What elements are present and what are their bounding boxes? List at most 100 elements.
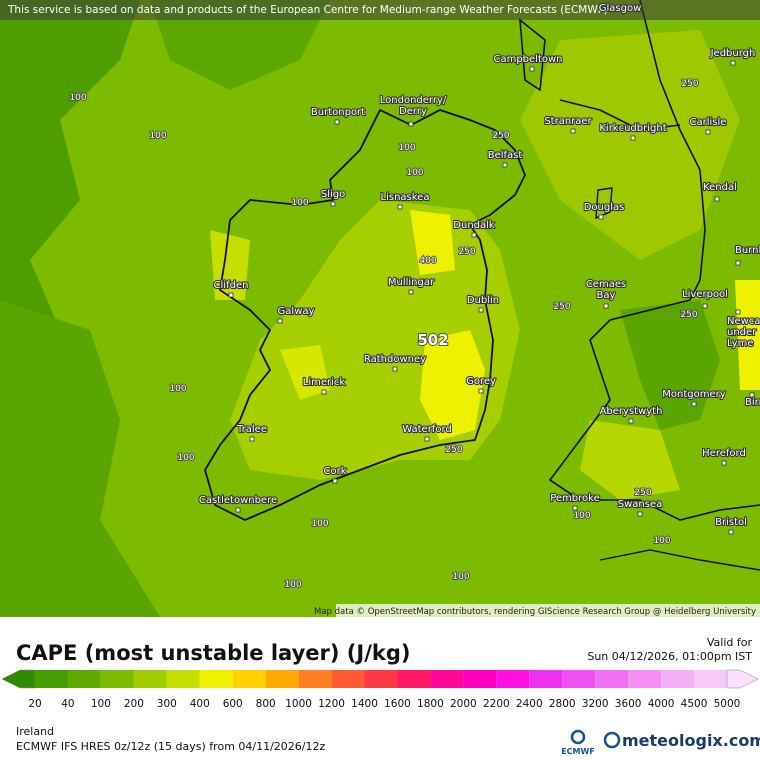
coastline: [204, 108, 526, 521]
city-dot: [424, 436, 430, 442]
region: Ireland: [16, 725, 54, 738]
city-label: Newcastle: [727, 316, 760, 327]
valid-time: Sun 04/12/2026, 01:00pm IST: [587, 650, 752, 663]
coastline: [595, 187, 613, 220]
city-dot: [702, 303, 708, 309]
meteologix-icon: [603, 731, 621, 749]
contour-label: 502: [417, 331, 448, 349]
contour-label: 100: [291, 198, 308, 208]
city-dot: [321, 389, 327, 395]
meteologix-logo[interactable]: meteologix.com: [622, 731, 760, 750]
disclaimer-bar: [0, 0, 760, 20]
colorbar-cell: [397, 670, 431, 688]
colorbar-label: 800: [256, 698, 276, 710]
city-label: Lyme: [727, 338, 753, 349]
colorbar-cell: [628, 670, 662, 688]
city-dot: [628, 418, 634, 424]
colorbar-label: 2400: [516, 698, 543, 710]
contour-label: 100: [69, 93, 86, 103]
contour-label: 100: [653, 536, 670, 546]
colorbar-cell: [496, 670, 530, 688]
colorbar-cell: [265, 670, 299, 688]
city-dot: [572, 505, 578, 511]
valid-label: Valid for: [707, 636, 753, 649]
city-label: Derry: [399, 106, 427, 117]
city-dot: [332, 478, 338, 484]
field-low: [620, 300, 720, 430]
city-label: Rathdowney: [364, 354, 426, 365]
colorbar-cell: [726, 669, 759, 689]
colorbar-label: 40: [61, 698, 74, 710]
field-mid: [520, 30, 740, 260]
city-label: Mullingar: [388, 277, 435, 288]
field-mid: [210, 230, 250, 300]
city-label: Limerick: [303, 377, 346, 388]
colorbar-label: 5000: [714, 698, 741, 710]
city-dot: [705, 129, 711, 135]
contour-label: 250: [445, 445, 462, 455]
city-label: Carlisle: [690, 117, 727, 128]
colorbar-label: 100: [91, 698, 111, 710]
city-dot: [721, 460, 727, 466]
field-low: [0, 300, 160, 617]
colorbar-label: 1200: [318, 698, 345, 710]
city-label: Birmingham: [745, 397, 760, 408]
city-dot: [330, 201, 336, 207]
colorbar-cell: [331, 670, 365, 688]
field-mid: [580, 420, 680, 500]
city-dot: [235, 507, 241, 513]
field-high: [410, 210, 455, 275]
contour-label: 100: [177, 453, 194, 463]
disclaimer: This service is based on data and produc…: [7, 4, 608, 16]
city-dot: [728, 529, 734, 535]
city-dot: [392, 366, 398, 372]
colorbar-label: 2800: [549, 698, 576, 710]
contour-label: 100: [284, 580, 301, 590]
city-label: under: [727, 327, 757, 338]
city-dot: [730, 60, 736, 66]
city-dot: [408, 121, 414, 127]
colorbar-cell: [529, 670, 563, 688]
city-label: Kendal: [703, 182, 737, 193]
city-label: Campbeltown: [493, 54, 562, 65]
colorbar-cell: [232, 670, 266, 688]
coastline: [519, 18, 681, 131]
colorbar: 20 40 100 200 300 400 600 800 1000 1200 1400 1600 18…: [1, 669, 759, 710]
city-label: Castletownbere: [199, 495, 277, 506]
city-dot: [408, 289, 414, 295]
city-label: Aberystwyth: [600, 406, 663, 417]
contour-label: 250: [458, 247, 475, 257]
map: This service is based on data and produc…: [0, 0, 760, 617]
colorbar-label: 3200: [582, 698, 609, 710]
colorbar-label: 2000: [450, 698, 477, 710]
city-label: Burtonport: [311, 107, 365, 118]
contour-label: 100: [452, 572, 469, 582]
city-dot: [735, 309, 741, 315]
city-label: Waterford: [402, 424, 451, 435]
city-label: Bristol: [715, 517, 747, 528]
city-dot: [598, 214, 604, 220]
city-label: Douglas: [584, 202, 625, 213]
colorbar-label: 2200: [483, 698, 510, 710]
colorbar-label: 1600: [384, 698, 411, 710]
ecmwf-logo: ECMWF: [561, 747, 595, 756]
contour-label: 100: [406, 168, 423, 178]
city-dot: [529, 66, 535, 72]
city-label: Kirkcudbright: [599, 123, 666, 134]
field-high: [420, 330, 485, 440]
colorbar-cell: [430, 670, 464, 688]
field-high: [280, 345, 330, 400]
contour-label: 250: [680, 310, 697, 320]
city-dot: [478, 388, 484, 394]
city-label: Sligo: [321, 189, 345, 200]
city-dot: [334, 119, 340, 125]
colorbar-label: 600: [223, 698, 243, 710]
contour-label: 250: [681, 79, 698, 89]
contour-label: 100: [398, 143, 415, 153]
coastline: [548, 0, 760, 521]
city-label: Pembroke: [550, 493, 600, 504]
city-label: Glasgow: [599, 3, 642, 14]
city-label: Swansea: [618, 499, 662, 510]
contour-label: 100: [573, 511, 590, 521]
